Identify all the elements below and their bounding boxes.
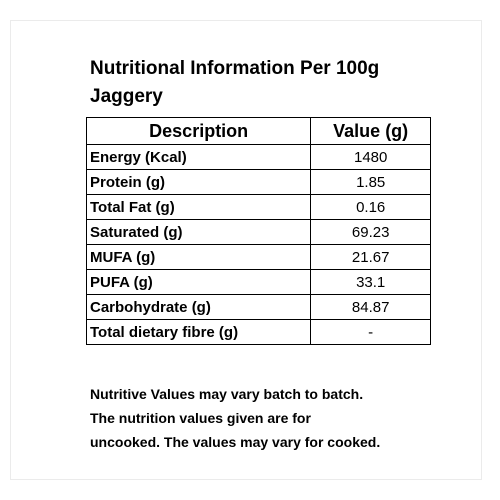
- row-value: 69.23: [310, 219, 431, 245]
- row-value: 21.67: [310, 244, 431, 270]
- row-description: Protein (g): [85, 169, 312, 195]
- row-value: -: [310, 319, 431, 345]
- disclaimer-note: Nutritive Values may vary batch to batch…: [90, 382, 480, 454]
- table-row: Carbohydrate (g) 84.87: [85, 294, 431, 320]
- table-row: MUFA (g) 21.67: [85, 244, 431, 270]
- row-description: MUFA (g): [85, 244, 312, 270]
- column-header-value: Value (g): [310, 117, 431, 145]
- row-value: 1480: [310, 144, 431, 170]
- row-description: Total dietary fibre (g): [85, 319, 312, 345]
- table-row: Protein (g) 1.85: [85, 169, 431, 195]
- row-value: 33.1: [310, 269, 431, 295]
- title-line-1: Nutritional Information Per 100g: [90, 58, 380, 79]
- table-row: Total dietary fibre (g) -: [85, 319, 431, 345]
- column-header-description: Description: [85, 117, 312, 145]
- page-title: Nutritional Information Per 100g Jaggery: [90, 55, 470, 111]
- table-header-row: Description Value (g): [85, 117, 431, 145]
- nutrition-table: Description Value (g) Energy (Kcal) 1480…: [85, 117, 431, 345]
- note-line-1: Nutritive Values may vary batch to batch…: [90, 386, 364, 402]
- page-frame: [10, 20, 482, 480]
- row-value: 1.85: [310, 169, 431, 195]
- table-row: Saturated (g) 69.23: [85, 219, 431, 245]
- row-value: 84.87: [310, 294, 431, 320]
- table-row: PUFA (g) 33.1: [85, 269, 431, 295]
- row-description: Energy (Kcal): [85, 144, 312, 170]
- row-description: PUFA (g): [85, 269, 312, 295]
- table-row: Total Fat (g) 0.16: [85, 194, 431, 220]
- note-line-3: uncooked. The values may vary for cooked…: [90, 434, 381, 450]
- row-description: Total Fat (g): [85, 194, 312, 220]
- note-line-2: The nutrition values given are for: [90, 410, 311, 426]
- table-row: Energy (Kcal) 1480: [85, 144, 431, 170]
- row-description: Saturated (g): [85, 219, 312, 245]
- row-value: 0.16: [310, 194, 431, 220]
- row-description: Carbohydrate (g): [85, 294, 312, 320]
- title-line-2: Jaggery: [90, 86, 163, 107]
